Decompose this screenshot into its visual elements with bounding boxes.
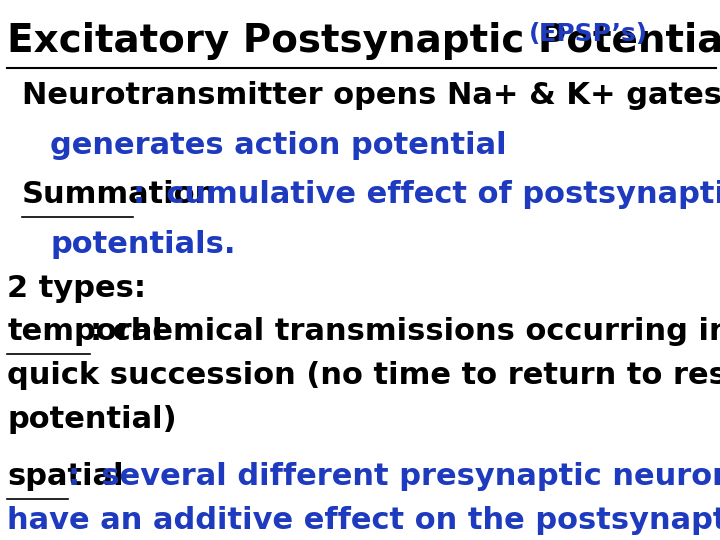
Text: potentials.: potentials.: [50, 230, 236, 259]
Text: :  cumulative effect of postsynaptic: : cumulative effect of postsynaptic: [133, 180, 720, 210]
Text: Summation: Summation: [22, 180, 217, 210]
Text: 2 types:: 2 types:: [7, 274, 146, 303]
Text: have an additive effect on the postsynaptic: have an additive effect on the postsynap…: [7, 506, 720, 535]
Text: generates action potential: generates action potential: [50, 131, 507, 160]
Text: Excitatory Postsynaptic Potentials: Excitatory Postsynaptic Potentials: [7, 22, 720, 59]
Text: (EPSP’s): (EPSP’s): [529, 22, 648, 45]
Text: temporal: temporal: [7, 318, 163, 347]
Text: Neurotransmitter opens Na+ & K+ gates –: Neurotransmitter opens Na+ & K+ gates –: [22, 81, 720, 110]
Text: spatial: spatial: [7, 462, 124, 491]
Text: : chemical transmissions occurring in: : chemical transmissions occurring in: [90, 318, 720, 347]
Text: quick succession (no time to return to resting: quick succession (no time to return to r…: [7, 361, 720, 390]
Text: :  several different presynaptic neurons: : several different presynaptic neurons: [68, 462, 720, 491]
Text: potential): potential): [7, 405, 177, 434]
